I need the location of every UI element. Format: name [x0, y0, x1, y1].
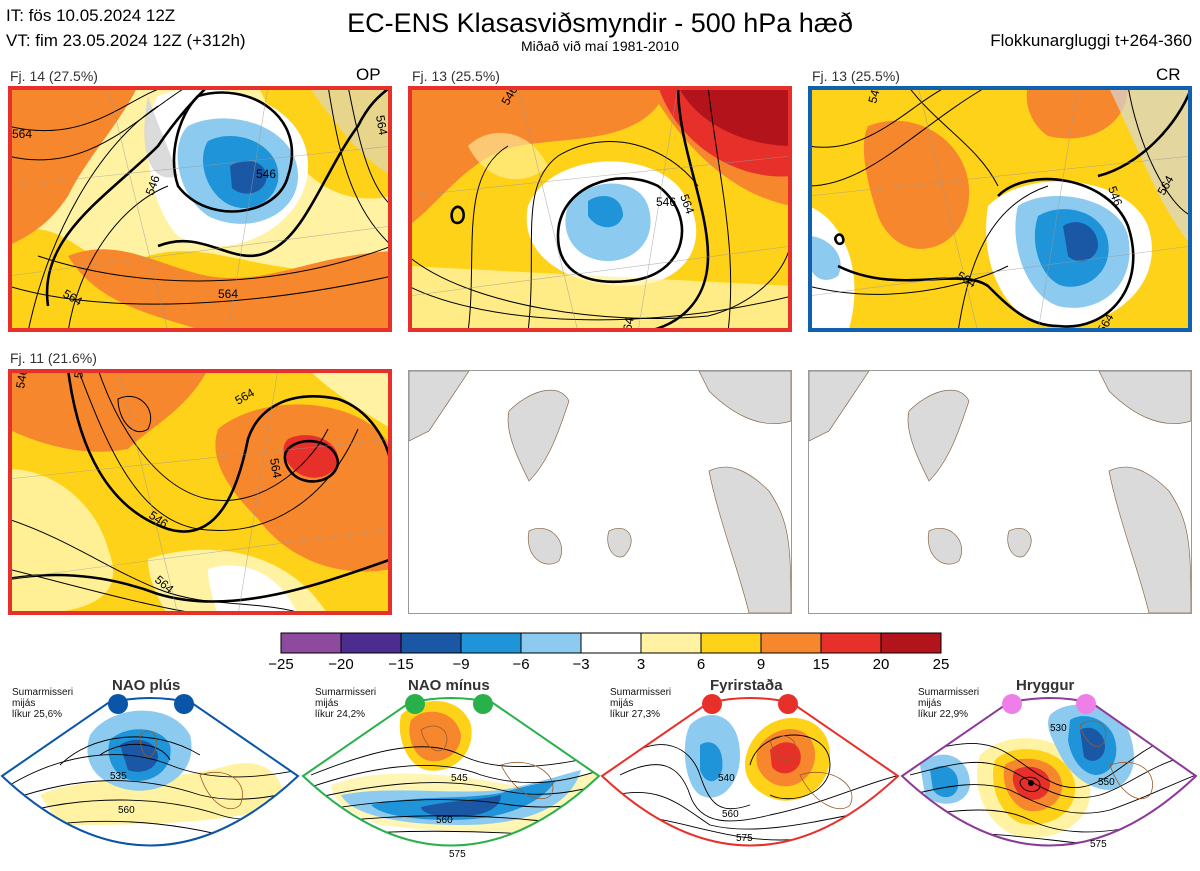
colorbar [280, 632, 942, 654]
panel-2-label: Fj. 13 (25.5%) [412, 68, 500, 84]
regime-nao-minus: Sumarmisseri mijás líkur 24,2% NAO mínus [301, 675, 603, 871]
contour-label: 535 [110, 771, 127, 782]
regime-marker [778, 694, 798, 714]
contour-label: 545 [451, 773, 468, 784]
colorbar-bin [640, 632, 702, 654]
colorbar-bin [280, 632, 342, 654]
regime-prob: líkur 25,6% [12, 709, 63, 720]
colorbar-tick-label: −25 [268, 656, 294, 673]
colorbar-tick-label: −6 [512, 656, 530, 673]
contour-label: 575 [736, 833, 753, 844]
contour-label: 546 [143, 173, 163, 197]
contour-label: 546 [71, 369, 88, 380]
contour-label: 575 [1090, 839, 1107, 850]
regime-marker [108, 694, 128, 714]
contour-label: 546 [256, 167, 276, 181]
cluster-panel-1: 546 546 564 564 564 564 [8, 86, 392, 332]
panel-3-label: Fj. 13 (25.5%) [812, 68, 900, 84]
colorbar-tick-label: 9 [756, 656, 766, 673]
colorbar-tick-label: −9 [452, 656, 470, 673]
regime-marker [1076, 694, 1096, 714]
contour-label: 560 [436, 815, 453, 826]
regime-marker [1002, 694, 1022, 714]
contour-label: 560 [722, 809, 739, 820]
cluster-window: Flokkunargluggi t+264-360 [990, 31, 1192, 50]
colorbar-bin [520, 632, 582, 654]
contour-label: 546 [13, 369, 30, 390]
contour-label: 564 [267, 457, 284, 479]
contour-label: 560 [118, 805, 135, 816]
empty-map-panel-1 [408, 370, 792, 614]
regime-prob: líkur 24,2% [315, 709, 366, 720]
regime-sub: mijás [918, 698, 942, 709]
regime-name: NAO plús [112, 677, 181, 694]
valid-time: VT: fim 23.05.2024 12Z (+312h) [6, 31, 246, 50]
regime-marker [473, 694, 493, 714]
regime-prob: líkur 22,9% [918, 709, 969, 720]
regime-blocking: Sumarmisseri mijás líkur 27,3% Fyrirstað… [600, 675, 902, 871]
colorbar-tick-label: 15 [812, 656, 830, 673]
cluster-panel-4: 546 546 546 564 564 564 [8, 369, 392, 615]
regime-marker [174, 694, 194, 714]
contour-label: 546 [1105, 184, 1125, 208]
regime-sub: mijás [315, 698, 339, 709]
contour-label: 564 [373, 114, 390, 136]
panel-1-label: Fj. 14 (27.5%) [10, 68, 98, 84]
regime-prob: líkur 27,3% [610, 709, 661, 720]
colorbar-tick-label: 20 [872, 656, 890, 673]
regime-sub: mijás [610, 698, 634, 709]
colorbar-tick-label: 6 [696, 656, 706, 673]
colorbar-tick-label: 3 [636, 656, 646, 673]
regime-name: NAO mínus [408, 677, 490, 694]
contour-label: 530 [1050, 723, 1067, 734]
contour-label: 575 [449, 849, 466, 860]
colorbar-bin [340, 632, 402, 654]
colorbar-bin [700, 632, 762, 654]
regime-name: Fyrirstaða [710, 677, 783, 694]
regime-sub: mijás [12, 698, 36, 709]
regime-season: Sumarmisseri [918, 687, 980, 698]
regime-nao-plus: Sumarmisseri mijás líkur 25,6% NAO plús … [0, 675, 302, 871]
regime-name: Hryggur [1016, 677, 1075, 694]
chart-subtitle: Miðað við maí 1981-2010 [521, 38, 679, 54]
contour-label: 564 [12, 127, 32, 141]
colorbar-tick-label: −15 [388, 656, 414, 673]
colorbar-bin [400, 632, 462, 654]
colorbar-tick-label: −20 [328, 656, 354, 673]
regime-marker [405, 694, 425, 714]
regime-ridge: Sumarmisseri mijás líkur 22,9% Hryggur [900, 675, 1200, 871]
regime-season: Sumarmisseri [610, 687, 672, 698]
colorbar-bin [880, 632, 942, 654]
cluster-panel-2: 546 564 546 564 [408, 86, 792, 332]
cluster-panel-3: 546 564 564 546 564 [808, 86, 1192, 332]
colorbar-bin [760, 632, 822, 654]
colorbar-bin [580, 632, 642, 654]
panel-1-tag: OP [356, 65, 381, 84]
contour-label: 540 [718, 773, 735, 784]
empty-map-panel-2 [808, 370, 1192, 614]
contour-label: 564 [677, 192, 697, 216]
contour-label: 546 [656, 195, 676, 209]
contour-label: 546 [865, 86, 884, 105]
colorbar-tick-label: 25 [932, 656, 950, 673]
chart-title: EC-ENS Klasasviðsmyndir - 500 hPa hæð [347, 8, 853, 38]
colorbar-tick-label: −3 [572, 656, 590, 673]
regime-season: Sumarmisseri [315, 687, 377, 698]
contour-label: 550 [1098, 777, 1115, 788]
colorbar-bin [820, 632, 882, 654]
contour-label: 564 [218, 287, 238, 301]
regime-marker [702, 694, 722, 714]
panel-3-tag: CR [1156, 65, 1181, 84]
colorbar-bin [460, 632, 522, 654]
panel-4-label: Fj. 11 (21.6%) [10, 350, 97, 366]
init-time: IT: fös 10.05.2024 12Z [6, 6, 176, 25]
regime-season: Sumarmisseri [12, 687, 74, 698]
